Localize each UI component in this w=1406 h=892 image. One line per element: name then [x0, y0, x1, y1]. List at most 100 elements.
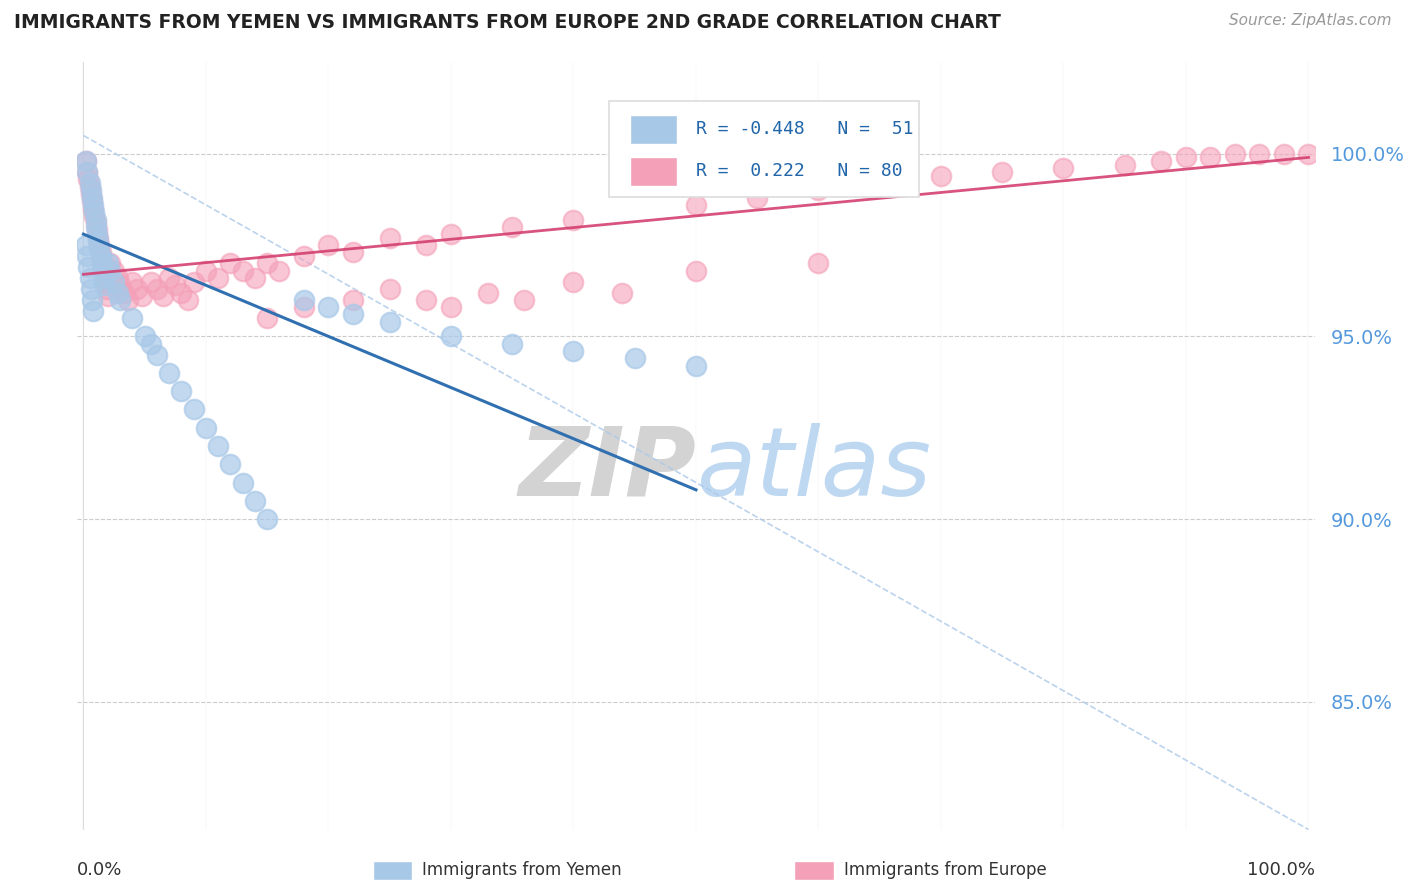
Point	[87, 231, 110, 245]
Point	[232, 263, 254, 277]
Point	[75, 154, 97, 169]
Point	[107, 271, 129, 285]
Point	[80, 282, 103, 296]
Point	[1052, 161, 1074, 176]
Point	[440, 329, 463, 343]
Point	[90, 245, 112, 260]
Point	[79, 176, 101, 190]
Point	[91, 260, 114, 274]
Point	[89, 238, 111, 252]
Point	[243, 493, 266, 508]
Point	[82, 303, 104, 318]
Point	[75, 238, 97, 252]
Point	[90, 252, 112, 267]
Point	[194, 263, 217, 277]
Point	[100, 256, 122, 270]
Point	[1150, 154, 1173, 169]
Point	[1199, 150, 1222, 164]
Point	[152, 289, 174, 303]
Point	[170, 384, 193, 399]
Point	[807, 183, 830, 197]
Point	[84, 212, 107, 227]
Text: R = -0.448   N =  51: R = -0.448 N = 51	[696, 120, 914, 138]
Point	[100, 263, 122, 277]
Point	[183, 402, 205, 417]
Point	[134, 329, 156, 343]
Point	[991, 165, 1014, 179]
Point	[117, 293, 139, 307]
Point	[79, 179, 101, 194]
Point	[93, 268, 115, 282]
Point	[108, 293, 131, 307]
Point	[292, 249, 315, 263]
Point	[121, 275, 143, 289]
Point	[90, 263, 112, 277]
Point	[165, 278, 187, 293]
FancyBboxPatch shape	[609, 101, 918, 197]
Point	[86, 227, 108, 241]
Point	[76, 165, 98, 179]
Point	[1175, 150, 1198, 164]
Text: atlas: atlas	[696, 423, 931, 516]
Point	[108, 278, 131, 293]
Point	[146, 348, 169, 362]
Point	[378, 231, 401, 245]
Point	[292, 300, 315, 314]
Point	[342, 245, 364, 260]
Bar	[630, 157, 678, 186]
Point	[219, 256, 242, 270]
Point	[86, 223, 108, 237]
Point	[378, 282, 401, 296]
Point	[440, 300, 463, 314]
Point	[256, 512, 278, 526]
Point	[207, 271, 229, 285]
Point	[121, 311, 143, 326]
Point	[623, 351, 645, 366]
Point	[94, 275, 117, 289]
Point	[342, 308, 364, 322]
Point	[612, 285, 634, 300]
Point	[83, 209, 105, 223]
Point	[103, 275, 125, 289]
Point	[292, 293, 315, 307]
Point	[127, 282, 149, 296]
Text: Immigrants from Europe: Immigrants from Europe	[844, 861, 1046, 879]
Point	[112, 285, 135, 300]
Point	[146, 282, 169, 296]
Point	[415, 293, 437, 307]
Point	[79, 271, 101, 285]
Point	[107, 285, 129, 300]
Text: 0.0%: 0.0%	[77, 861, 122, 879]
Point	[562, 212, 585, 227]
Point	[93, 278, 115, 293]
Point	[83, 205, 105, 219]
Point	[139, 275, 162, 289]
Point	[170, 285, 193, 300]
Point	[84, 219, 107, 234]
Point	[562, 275, 585, 289]
Point	[207, 439, 229, 453]
Point	[256, 311, 278, 326]
Point	[415, 238, 437, 252]
Point	[318, 238, 340, 252]
Point	[685, 198, 707, 212]
Point	[929, 169, 952, 183]
Point	[685, 359, 707, 373]
Point	[131, 289, 153, 303]
Point	[82, 198, 104, 212]
Point	[1249, 146, 1271, 161]
Point	[685, 263, 707, 277]
Point	[87, 235, 110, 249]
Point	[1114, 158, 1136, 172]
Text: R =  0.222   N = 80: R = 0.222 N = 80	[696, 161, 903, 180]
Point	[91, 271, 114, 285]
Text: 100.0%: 100.0%	[1247, 861, 1315, 879]
Point	[76, 165, 98, 179]
Bar	[630, 115, 678, 145]
Point	[513, 293, 536, 307]
Point	[747, 191, 769, 205]
Point	[77, 172, 100, 186]
Point	[103, 263, 125, 277]
Point	[90, 256, 112, 270]
Point	[477, 285, 499, 300]
